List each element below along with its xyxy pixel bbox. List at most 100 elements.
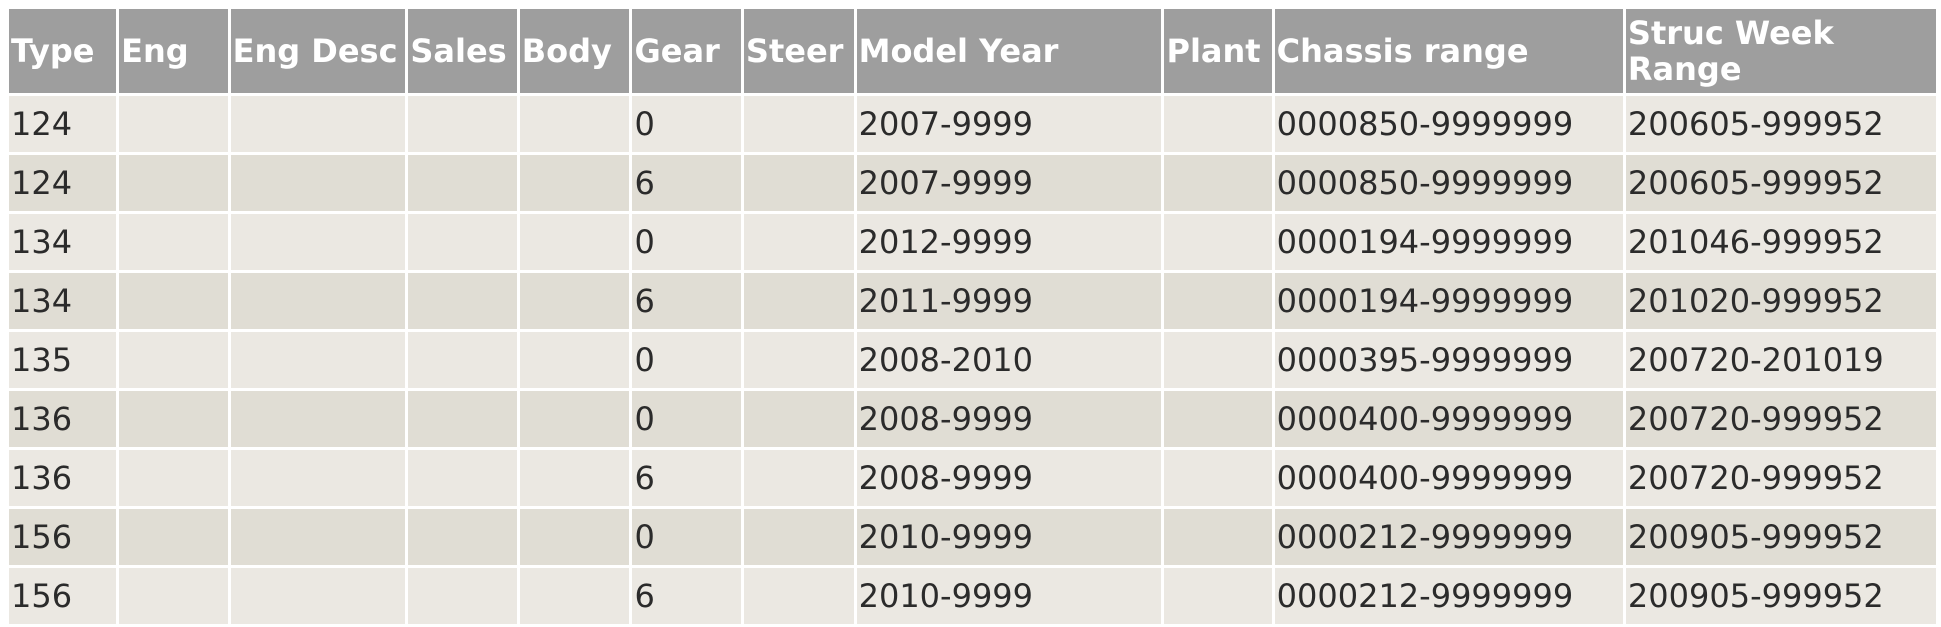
cell-gear: 0 bbox=[632, 332, 741, 388]
table-header-row: Type Eng Eng Desc Sales Body Gear Steer … bbox=[9, 9, 1936, 93]
cell-struc-week-range: 200605-999952 bbox=[1625, 155, 1936, 211]
cell-body bbox=[519, 332, 630, 388]
table-row[interactable]: 135 0 2008-2010 0000395-9999999 200720-2… bbox=[9, 332, 1936, 388]
cell-steer bbox=[743, 214, 854, 270]
cell-type: 134 bbox=[9, 273, 117, 329]
column-header-gear[interactable]: Gear bbox=[632, 9, 741, 93]
cell-eng bbox=[119, 568, 228, 624]
cell-steer bbox=[743, 509, 854, 565]
cell-steer bbox=[743, 96, 854, 152]
cell-model-year: 2012-9999 bbox=[856, 214, 1162, 270]
cell-sales bbox=[408, 273, 517, 329]
cell-eng bbox=[119, 96, 228, 152]
cell-gear: 6 bbox=[632, 450, 741, 506]
cell-gear: 0 bbox=[632, 509, 741, 565]
cell-struc-week-range: 201046-999952 bbox=[1625, 214, 1936, 270]
cell-model-year: 2008-2010 bbox=[856, 332, 1162, 388]
cell-struc-week-range: 200905-999952 bbox=[1625, 568, 1936, 624]
cell-gear: 0 bbox=[632, 96, 741, 152]
cell-gear: 0 bbox=[632, 214, 741, 270]
cell-body bbox=[519, 391, 630, 447]
cell-eng bbox=[119, 332, 228, 388]
cell-chassis-range: 0000395-9999999 bbox=[1274, 332, 1623, 388]
cell-eng-desc bbox=[230, 391, 406, 447]
cell-chassis-range: 0000400-9999999 bbox=[1274, 450, 1623, 506]
cell-sales bbox=[408, 509, 517, 565]
cell-model-year: 2010-9999 bbox=[856, 568, 1162, 624]
cell-body bbox=[519, 450, 630, 506]
column-header-eng-desc[interactable]: Eng Desc bbox=[230, 9, 406, 93]
cell-struc-week-range: 200720-999952 bbox=[1625, 450, 1936, 506]
cell-chassis-range: 0000850-9999999 bbox=[1274, 96, 1623, 152]
cell-sales bbox=[408, 214, 517, 270]
cell-chassis-range: 0000400-9999999 bbox=[1274, 391, 1623, 447]
cell-sales bbox=[408, 332, 517, 388]
cell-sales bbox=[408, 450, 517, 506]
cell-eng bbox=[119, 391, 228, 447]
table-row[interactable]: 136 6 2008-9999 0000400-9999999 200720-9… bbox=[9, 450, 1936, 506]
column-header-plant[interactable]: Plant bbox=[1164, 9, 1272, 93]
cell-gear: 6 bbox=[632, 155, 741, 211]
cell-plant bbox=[1164, 214, 1272, 270]
cell-eng-desc bbox=[230, 450, 406, 506]
cell-plant bbox=[1164, 450, 1272, 506]
column-header-eng[interactable]: Eng bbox=[119, 9, 228, 93]
cell-eng bbox=[119, 155, 228, 211]
cell-steer bbox=[743, 568, 854, 624]
cell-eng-desc bbox=[230, 509, 406, 565]
cell-body bbox=[519, 509, 630, 565]
cell-eng bbox=[119, 509, 228, 565]
cell-type: 156 bbox=[9, 509, 117, 565]
cell-struc-week-range: 200605-999952 bbox=[1625, 96, 1936, 152]
cell-body bbox=[519, 214, 630, 270]
cell-chassis-range: 0000212-9999999 bbox=[1274, 509, 1623, 565]
table-row[interactable]: 134 0 2012-9999 0000194-9999999 201046-9… bbox=[9, 214, 1936, 270]
cell-chassis-range: 0000850-9999999 bbox=[1274, 155, 1623, 211]
table-row[interactable]: 124 6 2007-9999 0000850-9999999 200605-9… bbox=[9, 155, 1936, 211]
table-row[interactable]: 136 0 2008-9999 0000400-9999999 200720-9… bbox=[9, 391, 1936, 447]
cell-chassis-range: 0000194-9999999 bbox=[1274, 273, 1623, 329]
cell-model-year: 2008-9999 bbox=[856, 391, 1162, 447]
table-row[interactable]: 156 6 2010-9999 0000212-9999999 200905-9… bbox=[9, 568, 1936, 624]
cell-sales bbox=[408, 568, 517, 624]
column-header-steer[interactable]: Steer bbox=[743, 9, 854, 93]
cell-struc-week-range: 201020-999952 bbox=[1625, 273, 1936, 329]
cell-eng-desc bbox=[230, 568, 406, 624]
cell-body bbox=[519, 568, 630, 624]
cell-plant bbox=[1164, 568, 1272, 624]
cell-eng-desc bbox=[230, 332, 406, 388]
column-header-chassis-range[interactable]: Chassis range bbox=[1274, 9, 1623, 93]
cell-sales bbox=[408, 96, 517, 152]
cell-steer bbox=[743, 155, 854, 211]
cell-plant bbox=[1164, 509, 1272, 565]
column-header-body[interactable]: Body bbox=[519, 9, 630, 93]
cell-body bbox=[519, 273, 630, 329]
cell-struc-week-range: 200905-999952 bbox=[1625, 509, 1936, 565]
table-row[interactable]: 134 6 2011-9999 0000194-9999999 201020-9… bbox=[9, 273, 1936, 329]
cell-steer bbox=[743, 450, 854, 506]
cell-eng-desc bbox=[230, 273, 406, 329]
cell-plant bbox=[1164, 96, 1272, 152]
cell-model-year: 2007-9999 bbox=[856, 96, 1162, 152]
column-header-sales[interactable]: Sales bbox=[408, 9, 517, 93]
table-row[interactable]: 156 0 2010-9999 0000212-9999999 200905-9… bbox=[9, 509, 1936, 565]
column-header-struc-week-range[interactable]: Struc Week Range bbox=[1625, 9, 1936, 93]
cell-type: 124 bbox=[9, 96, 117, 152]
cell-plant bbox=[1164, 391, 1272, 447]
cell-eng bbox=[119, 273, 228, 329]
cell-eng bbox=[119, 450, 228, 506]
cell-body bbox=[519, 155, 630, 211]
cell-struc-week-range: 200720-999952 bbox=[1625, 391, 1936, 447]
cell-eng bbox=[119, 214, 228, 270]
cell-gear: 6 bbox=[632, 568, 741, 624]
table-row[interactable]: 124 0 2007-9999 0000850-9999999 200605-9… bbox=[9, 96, 1936, 152]
cell-plant bbox=[1164, 273, 1272, 329]
column-header-model-year[interactable]: Model Year bbox=[856, 9, 1162, 93]
cell-steer bbox=[743, 332, 854, 388]
cell-model-year: 2011-9999 bbox=[856, 273, 1162, 329]
cell-eng-desc bbox=[230, 214, 406, 270]
column-header-type[interactable]: Type bbox=[9, 9, 117, 93]
cell-eng-desc bbox=[230, 96, 406, 152]
cell-gear: 0 bbox=[632, 391, 741, 447]
cell-type: 134 bbox=[9, 214, 117, 270]
